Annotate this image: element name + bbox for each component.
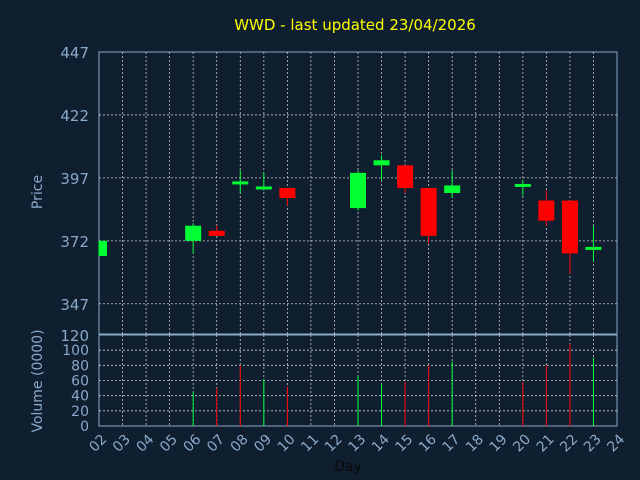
candle <box>397 165 414 193</box>
x-axis: 02 03 04 05 06 07 08 09 10 11 12 13 14 15 16 17 18 19 20 21… <box>86 431 628 455</box>
volume-tick-label: 100 <box>62 343 89 359</box>
candle-body <box>255 186 272 190</box>
candle <box>185 223 202 254</box>
candle-body <box>397 165 414 188</box>
volume-tick-label: 60 <box>71 374 89 390</box>
volume-axis-label: Volume (0000) <box>30 329 46 432</box>
price-tick-label: 347 <box>60 296 89 314</box>
candle-body <box>561 200 578 254</box>
candle <box>514 180 531 196</box>
candle <box>208 225 225 236</box>
candle <box>561 200 578 274</box>
candle-body <box>279 187 296 199</box>
candle-body <box>99 240 107 256</box>
price-tick-label: 447 <box>60 44 89 62</box>
candle <box>232 170 249 193</box>
candle <box>279 187 296 206</box>
candle-body <box>538 200 555 221</box>
price-bottom-label: 120 <box>60 327 89 345</box>
volume-tick-label: 20 <box>71 404 89 420</box>
chart-title: WWD - last updated 23/04/2026 <box>234 16 476 34</box>
candle <box>444 170 461 199</box>
price-tick-label: 422 <box>60 107 89 125</box>
price-tick-label: 372 <box>60 233 89 251</box>
candle <box>98 240 107 256</box>
candle-body <box>185 225 202 241</box>
volume-tick-label: 0 <box>80 419 89 435</box>
candle-body <box>514 183 531 187</box>
candle-body <box>585 246 602 250</box>
volume-tick-label: 80 <box>71 358 89 374</box>
candle-body <box>208 230 225 236</box>
candle-body <box>373 160 390 166</box>
candle <box>420 187 437 244</box>
x-axis-label: Day <box>334 459 362 475</box>
price-axis-label: Price <box>30 175 46 209</box>
candle-body <box>420 187 437 236</box>
price-panel: 447 422 397 372 347 120 <box>60 44 618 345</box>
volume-tick-label: 40 <box>71 389 89 405</box>
candle <box>350 170 366 211</box>
candle <box>255 172 272 191</box>
candle-body <box>232 181 249 185</box>
candle-body <box>444 185 461 193</box>
candle <box>585 225 602 261</box>
price-tick-label: 397 <box>60 170 89 188</box>
candle-body <box>350 172 366 209</box>
candle <box>538 190 555 226</box>
candle <box>373 155 390 181</box>
